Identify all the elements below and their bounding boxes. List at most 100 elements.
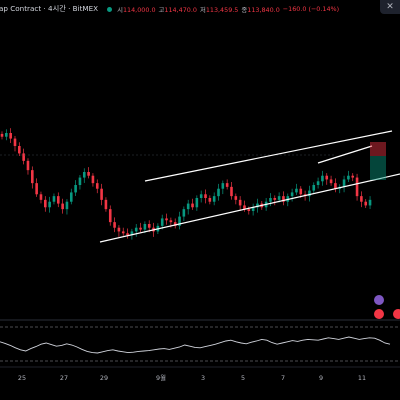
price-change: −160.0 (−0.14%) [282, 5, 340, 13]
candle-body[interactable] [5, 133, 8, 137]
candle-body[interactable] [39, 194, 43, 200]
candle-body[interactable] [173, 222, 177, 226]
candle-body[interactable] [44, 199, 47, 208]
candle-body[interactable] [56, 196, 60, 204]
candle-body[interactable] [35, 183, 38, 195]
short-position-reward-box[interactable] [370, 156, 386, 180]
event-marker-icon[interactable] [374, 295, 384, 305]
candle-body[interactable] [26, 160, 30, 171]
symbol-title[interactable]: ap Contract · 4시간 · BitMEX [0, 4, 99, 13]
candle-body[interactable] [69, 192, 73, 202]
channel-lower-trendline[interactable] [99, 173, 400, 243]
candle-body[interactable] [355, 177, 359, 197]
candle-body[interactable] [52, 196, 56, 202]
candle-body[interactable] [368, 199, 372, 206]
candle-body[interactable] [18, 146, 21, 154]
candle-body[interactable] [221, 183, 225, 189]
candle-body[interactable] [247, 209, 251, 211]
candle-body[interactable] [321, 175, 324, 182]
short-position-risk-box[interactable] [370, 142, 386, 156]
candle-body[interactable] [31, 170, 34, 184]
candle-body[interactable] [134, 227, 138, 232]
rsi-line[interactable] [0, 336, 391, 354]
candle-body[interactable] [334, 183, 337, 189]
candle-body[interactable] [165, 218, 168, 221]
candle-body[interactable] [325, 175, 329, 180]
candle-body[interactable] [9, 133, 12, 139]
candle-body[interactable] [347, 175, 350, 180]
candle-body[interactable] [91, 175, 95, 184]
candle-body[interactable] [308, 190, 311, 197]
candle-body[interactable] [178, 216, 181, 226]
candle-body[interactable] [234, 196, 238, 200]
candle-body[interactable] [147, 224, 151, 228]
time-axis-label: 11 [358, 374, 366, 382]
candle-body[interactable] [143, 224, 147, 230]
candle-body[interactable] [316, 181, 320, 185]
candle-body[interactable] [82, 172, 86, 178]
candle-body[interactable] [74, 185, 77, 193]
flag-event-icon[interactable] [393, 309, 400, 319]
symbol-header: ap Contract · 4시간 · BitMEX 시114,000.0 고1… [0, 0, 400, 18]
candle-body[interactable] [217, 188, 220, 197]
candle-body[interactable] [95, 183, 99, 189]
candle-body[interactable] [230, 186, 233, 197]
candle-body[interactable] [104, 199, 108, 210]
candle-body[interactable] [195, 198, 199, 208]
candle-body[interactable] [299, 188, 303, 195]
candle-body[interactable] [225, 183, 229, 187]
candle-body[interactable] [290, 192, 294, 197]
candle-body[interactable] [78, 177, 82, 185]
channel-upper-trendline[interactable] [144, 130, 393, 182]
candle-body[interactable] [0, 133, 4, 137]
time-axis-label: 25 [18, 374, 26, 382]
candle-body[interactable] [22, 153, 25, 161]
candle-body[interactable] [87, 172, 90, 176]
ohlc-low: 저113,459.5 [199, 5, 239, 14]
candle-body[interactable] [108, 209, 112, 223]
candle-body[interactable] [273, 198, 277, 200]
candle-body[interactable] [251, 207, 255, 211]
candle-body[interactable] [139, 227, 142, 230]
candle-body[interactable] [121, 231, 125, 234]
time-axis[interactable]: 25 27 29 9월 3 5 7 9 11 [18, 373, 366, 382]
time-axis-label: 27 [60, 374, 68, 382]
candle-body[interactable] [212, 196, 216, 202]
candle-body[interactable] [65, 201, 69, 210]
candle-body[interactable] [61, 203, 64, 210]
close-icon[interactable]: ✕ [380, 0, 400, 14]
candle-body[interactable] [113, 222, 116, 228]
time-axis-label: 5 [241, 374, 245, 382]
candle-body[interactable] [282, 196, 285, 202]
candle-body[interactable] [256, 203, 259, 208]
candle-body[interactable] [191, 203, 194, 208]
candle-body[interactable] [243, 205, 246, 210]
candle-body[interactable] [312, 185, 316, 191]
candle-body[interactable] [360, 196, 363, 202]
candle-body[interactable] [199, 194, 203, 198]
candle-body[interactable] [100, 188, 103, 200]
ohlc-values: 시114,000.0 고114,470.0 저113,459.5 종113,84… [117, 5, 280, 14]
candle-body[interactable] [13, 138, 17, 146]
candle-body[interactable] [160, 218, 164, 226]
candle-body[interactable] [117, 227, 121, 232]
candle-body[interactable] [295, 188, 298, 193]
candle-body[interactable] [364, 201, 368, 206]
candle-body[interactable] [269, 198, 272, 202]
candle-body[interactable] [169, 220, 173, 223]
inner-trendline[interactable] [317, 145, 373, 164]
candle-body[interactable] [277, 196, 281, 200]
candle-body[interactable] [351, 175, 355, 178]
candle-body[interactable] [342, 179, 346, 187]
candle-body[interactable] [208, 198, 212, 202]
flag-event-icon[interactable] [374, 309, 384, 319]
candle-body[interactable] [204, 194, 207, 198]
candle-body[interactable] [130, 231, 134, 236]
candle-body[interactable] [238, 199, 242, 206]
candle-body[interactable] [126, 233, 129, 236]
candle-body[interactable] [182, 209, 186, 217]
candle-body[interactable] [48, 201, 51, 208]
candle-body[interactable] [186, 203, 190, 210]
candle-body[interactable] [329, 179, 333, 184]
